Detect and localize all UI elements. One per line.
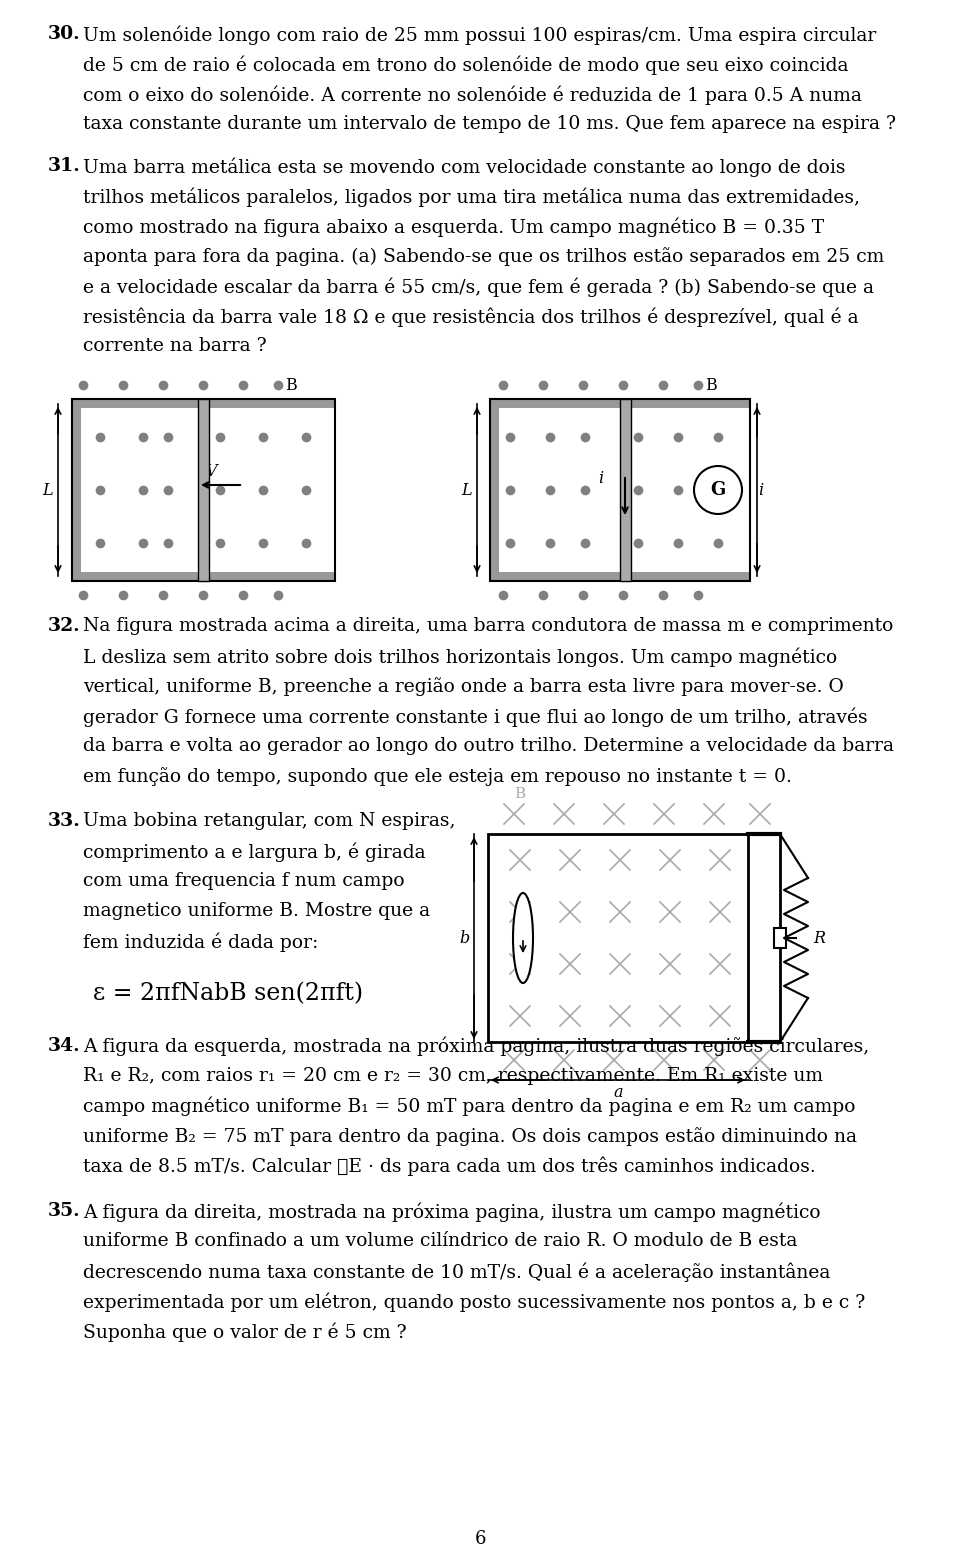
Text: Uma bobina retangular, com N espiras,: Uma bobina retangular, com N espiras, bbox=[83, 812, 455, 830]
Text: Uma barra metálica esta se movendo com velocidade constante ao longo de dois: Uma barra metálica esta se movendo com v… bbox=[83, 158, 846, 176]
Text: L: L bbox=[42, 481, 53, 498]
Text: campo magnético uniforme B₁ = 50 mT para dentro da pagina e em R₂ um campo: campo magnético uniforme B₁ = 50 mT para… bbox=[83, 1097, 855, 1116]
Text: V: V bbox=[205, 464, 217, 479]
Text: da barra e volta ao gerador ao longo do outro trilho. Determine a velocidade da : da barra e volta ao gerador ao longo do … bbox=[83, 737, 894, 756]
Bar bbox=[490, 400, 499, 581]
Text: 35.: 35. bbox=[48, 1202, 81, 1221]
Text: de 5 cm de raio é colocada em trono do solenóide de modo que seu eixo coincida: de 5 cm de raio é colocada em trono do s… bbox=[83, 55, 849, 75]
Text: L desliza sem atrito sobre dois trilhos horizontais longos. Um campo magnético: L desliza sem atrito sobre dois trilhos … bbox=[83, 646, 837, 667]
Text: 31.: 31. bbox=[48, 158, 81, 175]
Text: gerador G fornece uma corrente constante i que flui ao longo de um trilho, atrav: gerador G fornece uma corrente constante… bbox=[83, 707, 868, 726]
Text: G: G bbox=[710, 481, 726, 500]
Text: experimentada por um elétron, quando posto sucessivamente nos pontos a, b e c ?: experimentada por um elétron, quando pos… bbox=[83, 1293, 865, 1311]
Text: a: a bbox=[613, 1083, 623, 1101]
Text: decrescendo numa taxa constante de 10 mT/s. Qual é a aceleração instantânea: decrescendo numa taxa constante de 10 mT… bbox=[83, 1261, 830, 1282]
Text: magnetico uniforme B. Mostre que a: magnetico uniforme B. Mostre que a bbox=[83, 902, 430, 919]
Bar bbox=[198, 400, 209, 581]
Text: vertical, uniforme B, preenche a região onde a barra esta livre para mover-se. O: vertical, uniforme B, preenche a região … bbox=[83, 677, 844, 696]
Bar bbox=[490, 571, 750, 581]
Text: Na figura mostrada acima a direita, uma barra condutora de massa m e comprimento: Na figura mostrada acima a direita, uma … bbox=[83, 617, 894, 635]
Text: b: b bbox=[460, 929, 470, 946]
Text: uniforme B confinado a um volume cilíndrico de raio R. O modulo de B esta: uniforme B confinado a um volume cilíndr… bbox=[83, 1232, 798, 1250]
Text: Suponha que o valor de r é 5 cm ?: Suponha que o valor de r é 5 cm ? bbox=[83, 1322, 407, 1341]
Text: ε = 2πfNabB sen(2πft): ε = 2πfNabB sen(2πft) bbox=[93, 982, 363, 1005]
Bar bbox=[620, 400, 631, 581]
Text: taxa constante durante um intervalo de tempo de 10 ms. Que fem aparece na espira: taxa constante durante um intervalo de t… bbox=[83, 116, 896, 133]
Bar bbox=[72, 400, 81, 581]
Text: i: i bbox=[598, 470, 603, 487]
Text: corrente na barra ?: corrente na barra ? bbox=[83, 337, 267, 354]
Bar bbox=[490, 400, 750, 581]
Text: uniforme B₂ = 75 mT para dentro da pagina. Os dois campos estão diminuindo na: uniforme B₂ = 75 mT para dentro da pagin… bbox=[83, 1127, 857, 1146]
Text: com o eixo do solenóide. A corrente no solenóide é reduzida de 1 para 0.5 A numa: com o eixo do solenóide. A corrente no s… bbox=[83, 84, 862, 105]
Text: R₁ e R₂, com raios r₁ = 20 cm e r₂ = 30 cm, respectivamente. Em R₁ existe um: R₁ e R₂, com raios r₁ = 20 cm e r₂ = 30 … bbox=[83, 1068, 823, 1085]
Text: B: B bbox=[514, 787, 525, 801]
Text: i: i bbox=[758, 481, 763, 498]
Text: em função do tempo, supondo que ele esteja em repouso no instante t = 0.: em função do tempo, supondo que ele este… bbox=[83, 766, 792, 785]
Circle shape bbox=[694, 467, 742, 514]
Text: resistência da barra vale 18 Ω e que resistência dos trilhos é desprezível, qual: resistência da barra vale 18 Ω e que res… bbox=[83, 308, 858, 326]
Text: como mostrado na figura abaixo a esquerda. Um campo magnético B = 0.35 T: como mostrado na figura abaixo a esquerd… bbox=[83, 217, 824, 237]
Text: 34.: 34. bbox=[48, 1037, 81, 1055]
Bar bbox=[488, 834, 748, 1043]
Bar bbox=[72, 571, 335, 581]
Bar bbox=[72, 400, 335, 581]
Text: B: B bbox=[285, 376, 297, 393]
Text: B: B bbox=[705, 376, 717, 393]
Ellipse shape bbox=[513, 893, 533, 983]
Text: Um solenóide longo com raio de 25 mm possui 100 espiras/cm. Uma espira circular: Um solenóide longo com raio de 25 mm pos… bbox=[83, 25, 876, 45]
Text: trilhos metálicos paralelos, ligados por uma tira metálica numa das extremidades: trilhos metálicos paralelos, ligados por… bbox=[83, 187, 860, 206]
Bar bbox=[72, 400, 335, 407]
Text: comprimento a e largura b, é girada: comprimento a e largura b, é girada bbox=[83, 841, 425, 862]
Text: aponta para fora da pagina. (a) Sabendo-se que os trilhos estão separados em 25 : aponta para fora da pagina. (a) Sabendo-… bbox=[83, 247, 884, 265]
Text: 6: 6 bbox=[474, 1530, 486, 1549]
Bar bbox=[490, 400, 750, 407]
Text: taxa de 8.5 mT/s. Calcular ∮E · ds para cada um dos três caminhos indicados.: taxa de 8.5 mT/s. Calcular ∮E · ds para … bbox=[83, 1157, 816, 1177]
Text: 33.: 33. bbox=[48, 812, 81, 830]
Text: A figura da esquerda, mostrada na próxima pagina, ilustra duas regiões circulare: A figura da esquerda, mostrada na próxim… bbox=[83, 1037, 869, 1057]
Text: R: R bbox=[813, 929, 825, 946]
Text: com uma frequencia f num campo: com uma frequencia f num campo bbox=[83, 873, 404, 890]
Bar bbox=[774, 927, 786, 948]
Text: 32.: 32. bbox=[48, 617, 81, 635]
Text: fem induzida é dada por:: fem induzida é dada por: bbox=[83, 932, 319, 952]
Text: 30.: 30. bbox=[48, 25, 81, 44]
Text: A figura da direita, mostrada na próxima pagina, ilustra um campo magnético: A figura da direita, mostrada na próxima… bbox=[83, 1202, 821, 1222]
Text: L: L bbox=[462, 481, 472, 498]
Text: e a velocidade escalar da barra é 55 cm/s, que fem é gerada ? (b) Sabendo-se que: e a velocidade escalar da barra é 55 cm/… bbox=[83, 276, 874, 297]
